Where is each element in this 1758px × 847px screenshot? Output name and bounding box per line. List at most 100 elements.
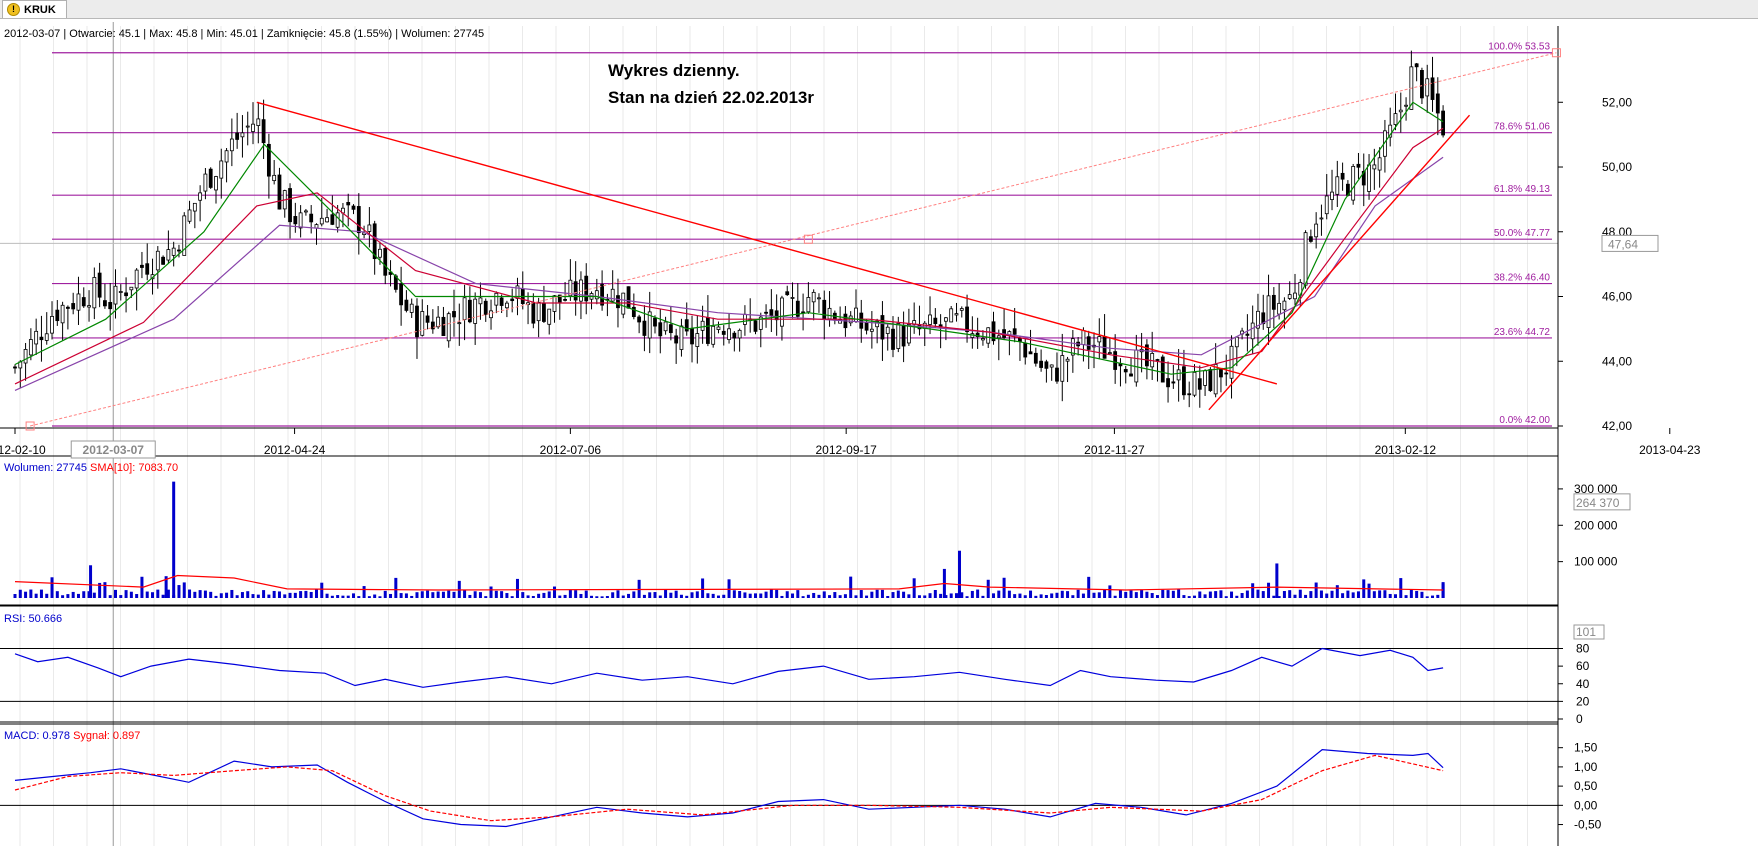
volume-bar	[494, 590, 498, 598]
candle-body	[108, 302, 113, 310]
candle-body	[34, 330, 39, 345]
volume-bar	[262, 590, 266, 598]
candle-body	[192, 202, 197, 212]
candle-body	[1033, 352, 1038, 364]
volume-bar	[1060, 590, 1064, 598]
candle-body	[1229, 345, 1234, 379]
volume-bar	[1097, 592, 1101, 598]
volume-bar	[515, 578, 519, 598]
volume-bar	[1272, 595, 1276, 598]
volume-bar	[817, 594, 821, 598]
candle-body	[817, 297, 821, 300]
volume-bar	[558, 595, 562, 598]
volume-bar	[13, 594, 17, 598]
tab-kruk[interactable]: ! KRUK	[2, 0, 67, 18]
volume-bar	[1013, 594, 1017, 598]
volume-bar	[410, 595, 414, 598]
volume-bar	[373, 594, 377, 598]
candle-body	[118, 291, 123, 293]
candle-body	[219, 160, 224, 179]
volume-bar	[1319, 590, 1323, 598]
volume-bar	[822, 591, 826, 598]
volume-bar	[431, 592, 435, 598]
volume-bar	[838, 595, 842, 598]
volume-bar	[267, 594, 271, 598]
volume-bar	[203, 590, 207, 598]
volume-bar	[39, 589, 43, 598]
volume-bar	[320, 582, 324, 598]
candle-body	[1182, 366, 1186, 396]
candle-body	[949, 308, 954, 323]
date-tick-label: 2012-11-27	[1084, 443, 1145, 457]
volume-bar	[71, 591, 75, 598]
volume-bar	[912, 578, 916, 598]
candle-body	[1425, 78, 1430, 97]
volume-bar	[1415, 590, 1419, 598]
candle-body	[536, 302, 541, 322]
candle-body	[309, 213, 314, 223]
candle-body	[76, 293, 81, 311]
volume-bar	[362, 586, 366, 598]
volume-bar	[18, 589, 22, 598]
rsi-tick-label: 80	[1576, 642, 1590, 656]
candle-body	[28, 339, 33, 356]
candle-body	[1277, 302, 1282, 315]
candle-body	[822, 299, 827, 320]
volume-bar	[616, 590, 620, 598]
candle-body	[1430, 77, 1435, 100]
volume-bar	[299, 591, 303, 598]
volume-bar	[785, 591, 789, 598]
volume-bar	[325, 593, 329, 598]
volume-bar	[1425, 596, 1429, 598]
candle-body	[288, 188, 292, 223]
volume-bar	[653, 592, 657, 598]
volume-bar	[484, 596, 488, 598]
volume-bar	[478, 592, 482, 598]
volume-bar	[1103, 590, 1107, 598]
candle-body	[785, 291, 790, 296]
candle-body	[182, 215, 187, 256]
volume-bar	[743, 592, 747, 598]
candle-body	[1282, 300, 1287, 311]
candle-body	[240, 132, 245, 138]
volume-bar	[61, 595, 65, 598]
volume-bar	[1314, 582, 1318, 598]
candle-body	[214, 176, 218, 191]
volume-bar	[1341, 593, 1345, 598]
header-info: 2012-03-07 | Otwarcie: 45.1 | Max: 45.8 …	[4, 28, 484, 40]
volume-bar	[1118, 589, 1122, 598]
macd-legend: MACD: 0.978 Sygnał: 0.897	[4, 730, 140, 742]
candle-body	[1166, 378, 1170, 388]
candle-body	[780, 297, 784, 327]
volume-bar	[690, 592, 694, 598]
volume-bar	[1346, 590, 1350, 598]
volume-bar	[1108, 585, 1112, 598]
candle-body	[732, 332, 737, 339]
volume-bar	[875, 589, 879, 598]
volume-bar	[1018, 593, 1022, 598]
candle-body	[325, 217, 329, 223]
cursor-date-box	[70, 440, 156, 459]
volume-bar	[1288, 590, 1292, 598]
volume-bar	[1356, 591, 1360, 598]
candle-body	[965, 306, 969, 333]
candle-body	[891, 328, 895, 350]
volume-bar	[796, 590, 800, 598]
sma-long-line	[14, 156, 1444, 391]
candle-body	[277, 174, 282, 210]
volume-bar	[1145, 591, 1149, 598]
candle-body	[684, 319, 689, 332]
volume-bar	[886, 596, 890, 598]
volume-bar	[828, 595, 832, 598]
price-tick-label: 42,00	[1602, 419, 1632, 433]
candle-body	[557, 294, 562, 303]
rsi-tick-label: 60	[1576, 659, 1590, 673]
rsi-label: RSI: 50.666	[4, 613, 62, 625]
volume-bar	[1129, 590, 1133, 598]
volume-bar	[272, 590, 276, 598]
candle-body	[1261, 312, 1266, 325]
candle-body	[235, 132, 240, 140]
candle-body	[140, 264, 144, 268]
candle-body	[13, 366, 17, 369]
